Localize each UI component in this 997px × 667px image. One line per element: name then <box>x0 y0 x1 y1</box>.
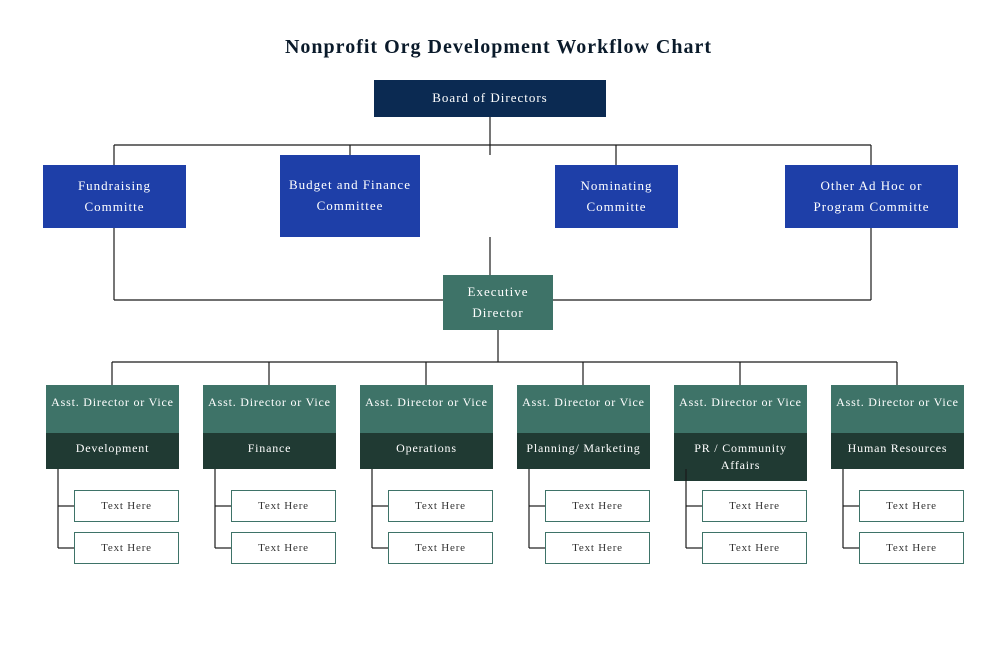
node-executive-director: Executive Director <box>443 275 553 330</box>
dept-title: Asst. Director or Vice <box>674 385 807 433</box>
dept-area: Operations <box>360 433 493 469</box>
dept-box: Asst. Director or ViceHuman Resources <box>831 385 964 469</box>
chart-title: Nonprofit Org Development Workflow Chart <box>0 36 997 59</box>
dept-box: Asst. Director or VicePR / Community Aff… <box>674 385 807 481</box>
leaf-text-here: Text Here <box>74 532 179 564</box>
node-label: Other Ad Hoc or Program Committe <box>793 176 950 218</box>
dept-area: Development <box>46 433 179 469</box>
node-budget-finance-committee: Budget and Finance Committee <box>280 155 420 237</box>
leaf-text-here: Text Here <box>74 490 179 522</box>
node-nominating-committee: Nominating Committe <box>555 165 678 228</box>
dept-box: Asst. Director or ViceFinance <box>203 385 336 469</box>
node-adhoc-program-committee: Other Ad Hoc or Program Committe <box>785 165 958 228</box>
dept-title: Asst. Director or Vice <box>831 385 964 433</box>
dept-area: Human Resources <box>831 433 964 469</box>
node-fundraising-committee: Fundraising Committe <box>43 165 186 228</box>
node-label: Budget and Finance Committee <box>288 175 412 217</box>
dept-title: Asst. Director or Vice <box>203 385 336 433</box>
node-label: Fundraising Committe <box>51 176 178 218</box>
leaf-text-here: Text Here <box>545 532 650 564</box>
dept-title: Asst. Director or Vice <box>517 385 650 433</box>
leaf-text-here: Text Here <box>545 490 650 522</box>
dept-title: Asst. Director or Vice <box>360 385 493 433</box>
leaf-text-here: Text Here <box>859 532 964 564</box>
leaf-text-here: Text Here <box>231 490 336 522</box>
node-label: Nominating Committe <box>563 176 670 218</box>
leaf-text-here: Text Here <box>231 532 336 564</box>
dept-area: Planning/ Marketing <box>517 433 650 469</box>
node-board-label: Board of Directors <box>432 88 547 109</box>
node-label: Executive Director <box>451 282 545 324</box>
dept-box: Asst. Director or VicePlanning/ Marketin… <box>517 385 650 469</box>
leaf-text-here: Text Here <box>388 490 493 522</box>
leaf-text-here: Text Here <box>859 490 964 522</box>
leaf-text-here: Text Here <box>702 532 807 564</box>
dept-title: Asst. Director or Vice <box>46 385 179 433</box>
dept-box: Asst. Director or ViceOperations <box>360 385 493 469</box>
dept-area: PR / Community Affairs <box>674 433 807 481</box>
dept-box: Asst. Director or ViceDevelopment <box>46 385 179 469</box>
leaf-text-here: Text Here <box>388 532 493 564</box>
dept-area: Finance <box>203 433 336 469</box>
leaf-text-here: Text Here <box>702 490 807 522</box>
node-board: Board of Directors <box>374 80 606 117</box>
